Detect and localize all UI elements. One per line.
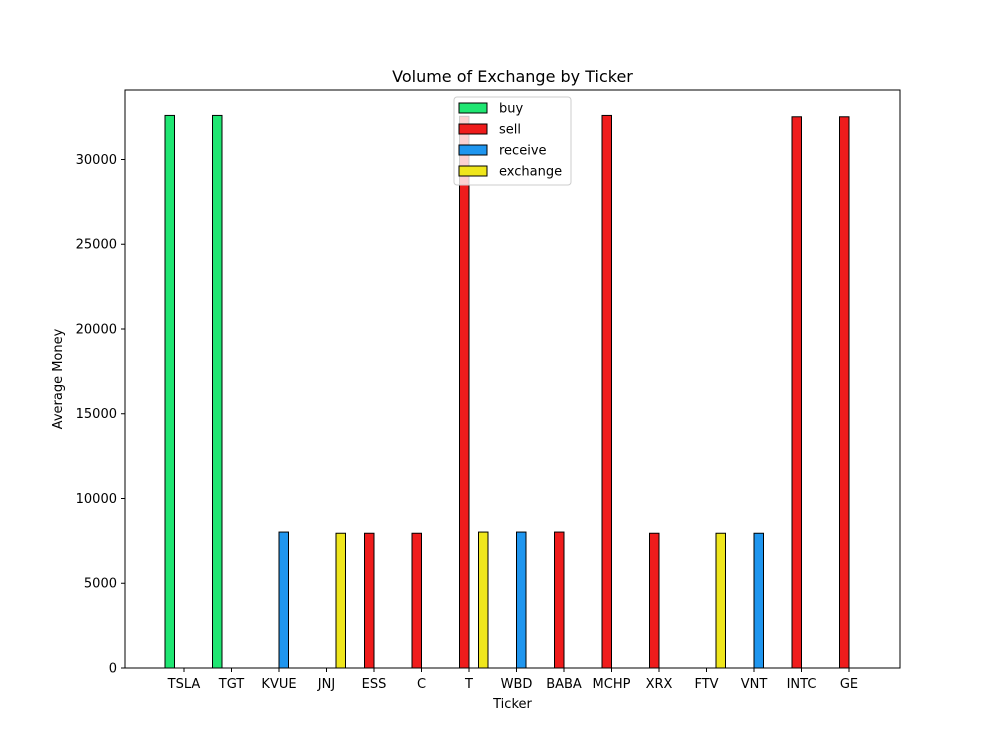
x-tick-label-intc: INTC bbox=[787, 677, 817, 692]
x-tick-label-ess: ESS bbox=[362, 677, 387, 692]
x-tick-label-tsla: TSLA bbox=[167, 677, 201, 692]
x-tick-label-baba: BABA bbox=[546, 677, 582, 692]
x-tick-label-ftv: FTV bbox=[694, 677, 718, 692]
legend-label-buy: buy bbox=[499, 102, 523, 117]
bar-exchange-ftv bbox=[715, 532, 726, 669]
y-tick-label: 25000 bbox=[76, 238, 117, 253]
x-axis: TSLA TGT KVUE JNJ ESS C T WBD BABA MCHP XRX FTV VNT I… bbox=[167, 668, 858, 692]
bar-sell-mchp bbox=[601, 114, 612, 669]
legend-label-exchange: exchange bbox=[499, 165, 562, 180]
legend-box bbox=[453, 96, 572, 186]
x-tick-label-wbd: WBD bbox=[501, 677, 533, 692]
y-axis: 0 5000 10000 15000 20000 25000 30000 bbox=[76, 153, 125, 677]
bar-exchange-jnj bbox=[335, 532, 346, 669]
y-tick-label: 0 bbox=[109, 662, 117, 677]
legend-swatch-buy bbox=[458, 102, 488, 114]
bar-sell-baba bbox=[554, 531, 565, 669]
legend-label-sell: sell bbox=[499, 123, 521, 138]
x-axis-label: Ticker bbox=[492, 697, 532, 712]
bars-layer bbox=[164, 114, 850, 669]
legend-swatch-exchange bbox=[458, 165, 488, 177]
legend: buy sell receive exchange bbox=[453, 96, 572, 186]
x-tick-label-tgt: TGT bbox=[218, 677, 245, 692]
bar-receive-vnt bbox=[753, 532, 764, 669]
x-tick-label-ge: GE bbox=[840, 677, 858, 692]
bar-sell-c bbox=[411, 532, 422, 669]
y-tick-label: 10000 bbox=[76, 492, 117, 507]
bar-buy-tsla bbox=[164, 114, 175, 669]
y-axis-label: Average Money bbox=[51, 328, 66, 429]
x-tick-label-c: C bbox=[417, 677, 426, 692]
x-tick-label-mchp: MCHP bbox=[593, 677, 631, 692]
chart-title: Volume of Exchange by Ticker bbox=[392, 67, 633, 86]
y-tick-label: 20000 bbox=[76, 322, 117, 337]
y-tick-label: 5000 bbox=[84, 577, 117, 592]
x-tick-label-jnj: JNJ bbox=[317, 677, 335, 692]
bar-receive-kvue bbox=[278, 531, 289, 669]
bar-receive-wbd bbox=[516, 531, 527, 669]
bar-sell-t bbox=[459, 115, 470, 669]
x-tick-label-t: T bbox=[464, 677, 473, 692]
legend-label-receive: receive bbox=[499, 144, 547, 159]
y-tick-label: 15000 bbox=[76, 407, 117, 422]
x-tick-label-kvue: KVUE bbox=[261, 677, 296, 692]
bar-sell-xrx bbox=[649, 532, 660, 669]
y-tick-label: 30000 bbox=[76, 153, 117, 168]
bar-sell-ess bbox=[364, 532, 375, 669]
x-tick-label-xrx: XRX bbox=[646, 677, 673, 692]
bar-exchange-t bbox=[478, 531, 489, 669]
bar-buy-tgt bbox=[212, 114, 223, 669]
bar-sell-intc bbox=[791, 116, 802, 669]
x-tick-label-vnt: VNT bbox=[741, 677, 768, 692]
bar-sell-ge bbox=[839, 116, 850, 669]
legend-swatch-receive bbox=[458, 144, 488, 156]
plot-frame bbox=[124, 89, 901, 669]
legend-swatch-sell bbox=[458, 123, 488, 135]
